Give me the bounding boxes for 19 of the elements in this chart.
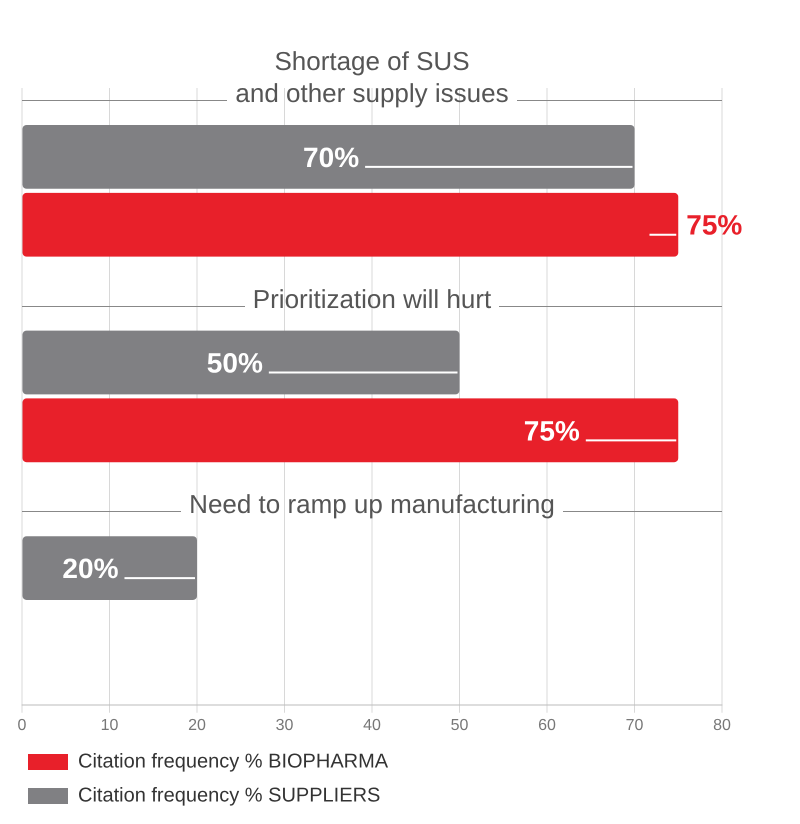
data-label: 75% — [524, 415, 580, 446]
data-label: 75% — [686, 210, 742, 241]
x-tick-label: 70 — [626, 716, 644, 734]
y-tick-label: Need to ramp up manufacturing — [188, 488, 556, 520]
x-tick-label: 50 — [450, 716, 468, 734]
x-tick-label: 40 — [363, 716, 381, 734]
x-tick-label: 20 — [188, 716, 206, 734]
legend-label: Citation frequency % BIOPHARMA — [78, 750, 389, 773]
x-tick-label: 10 — [100, 716, 118, 734]
data-label: 70% — [303, 142, 360, 173]
x-tick-label: 0 — [18, 716, 27, 734]
y-tick-label: Prioritization will hurt — [252, 282, 492, 315]
x-tick-label: 80 — [713, 716, 731, 734]
x-tick-label: 30 — [276, 716, 294, 734]
y-tick-label: Shortage of SUS and other supply issues — [234, 44, 510, 109]
legend-label: Citation frequency % SUPPLIERS — [78, 784, 380, 807]
data-label: 50% — [206, 347, 263, 378]
x-tick-label: 60 — [538, 716, 556, 734]
data-label: 20% — [62, 553, 119, 584]
